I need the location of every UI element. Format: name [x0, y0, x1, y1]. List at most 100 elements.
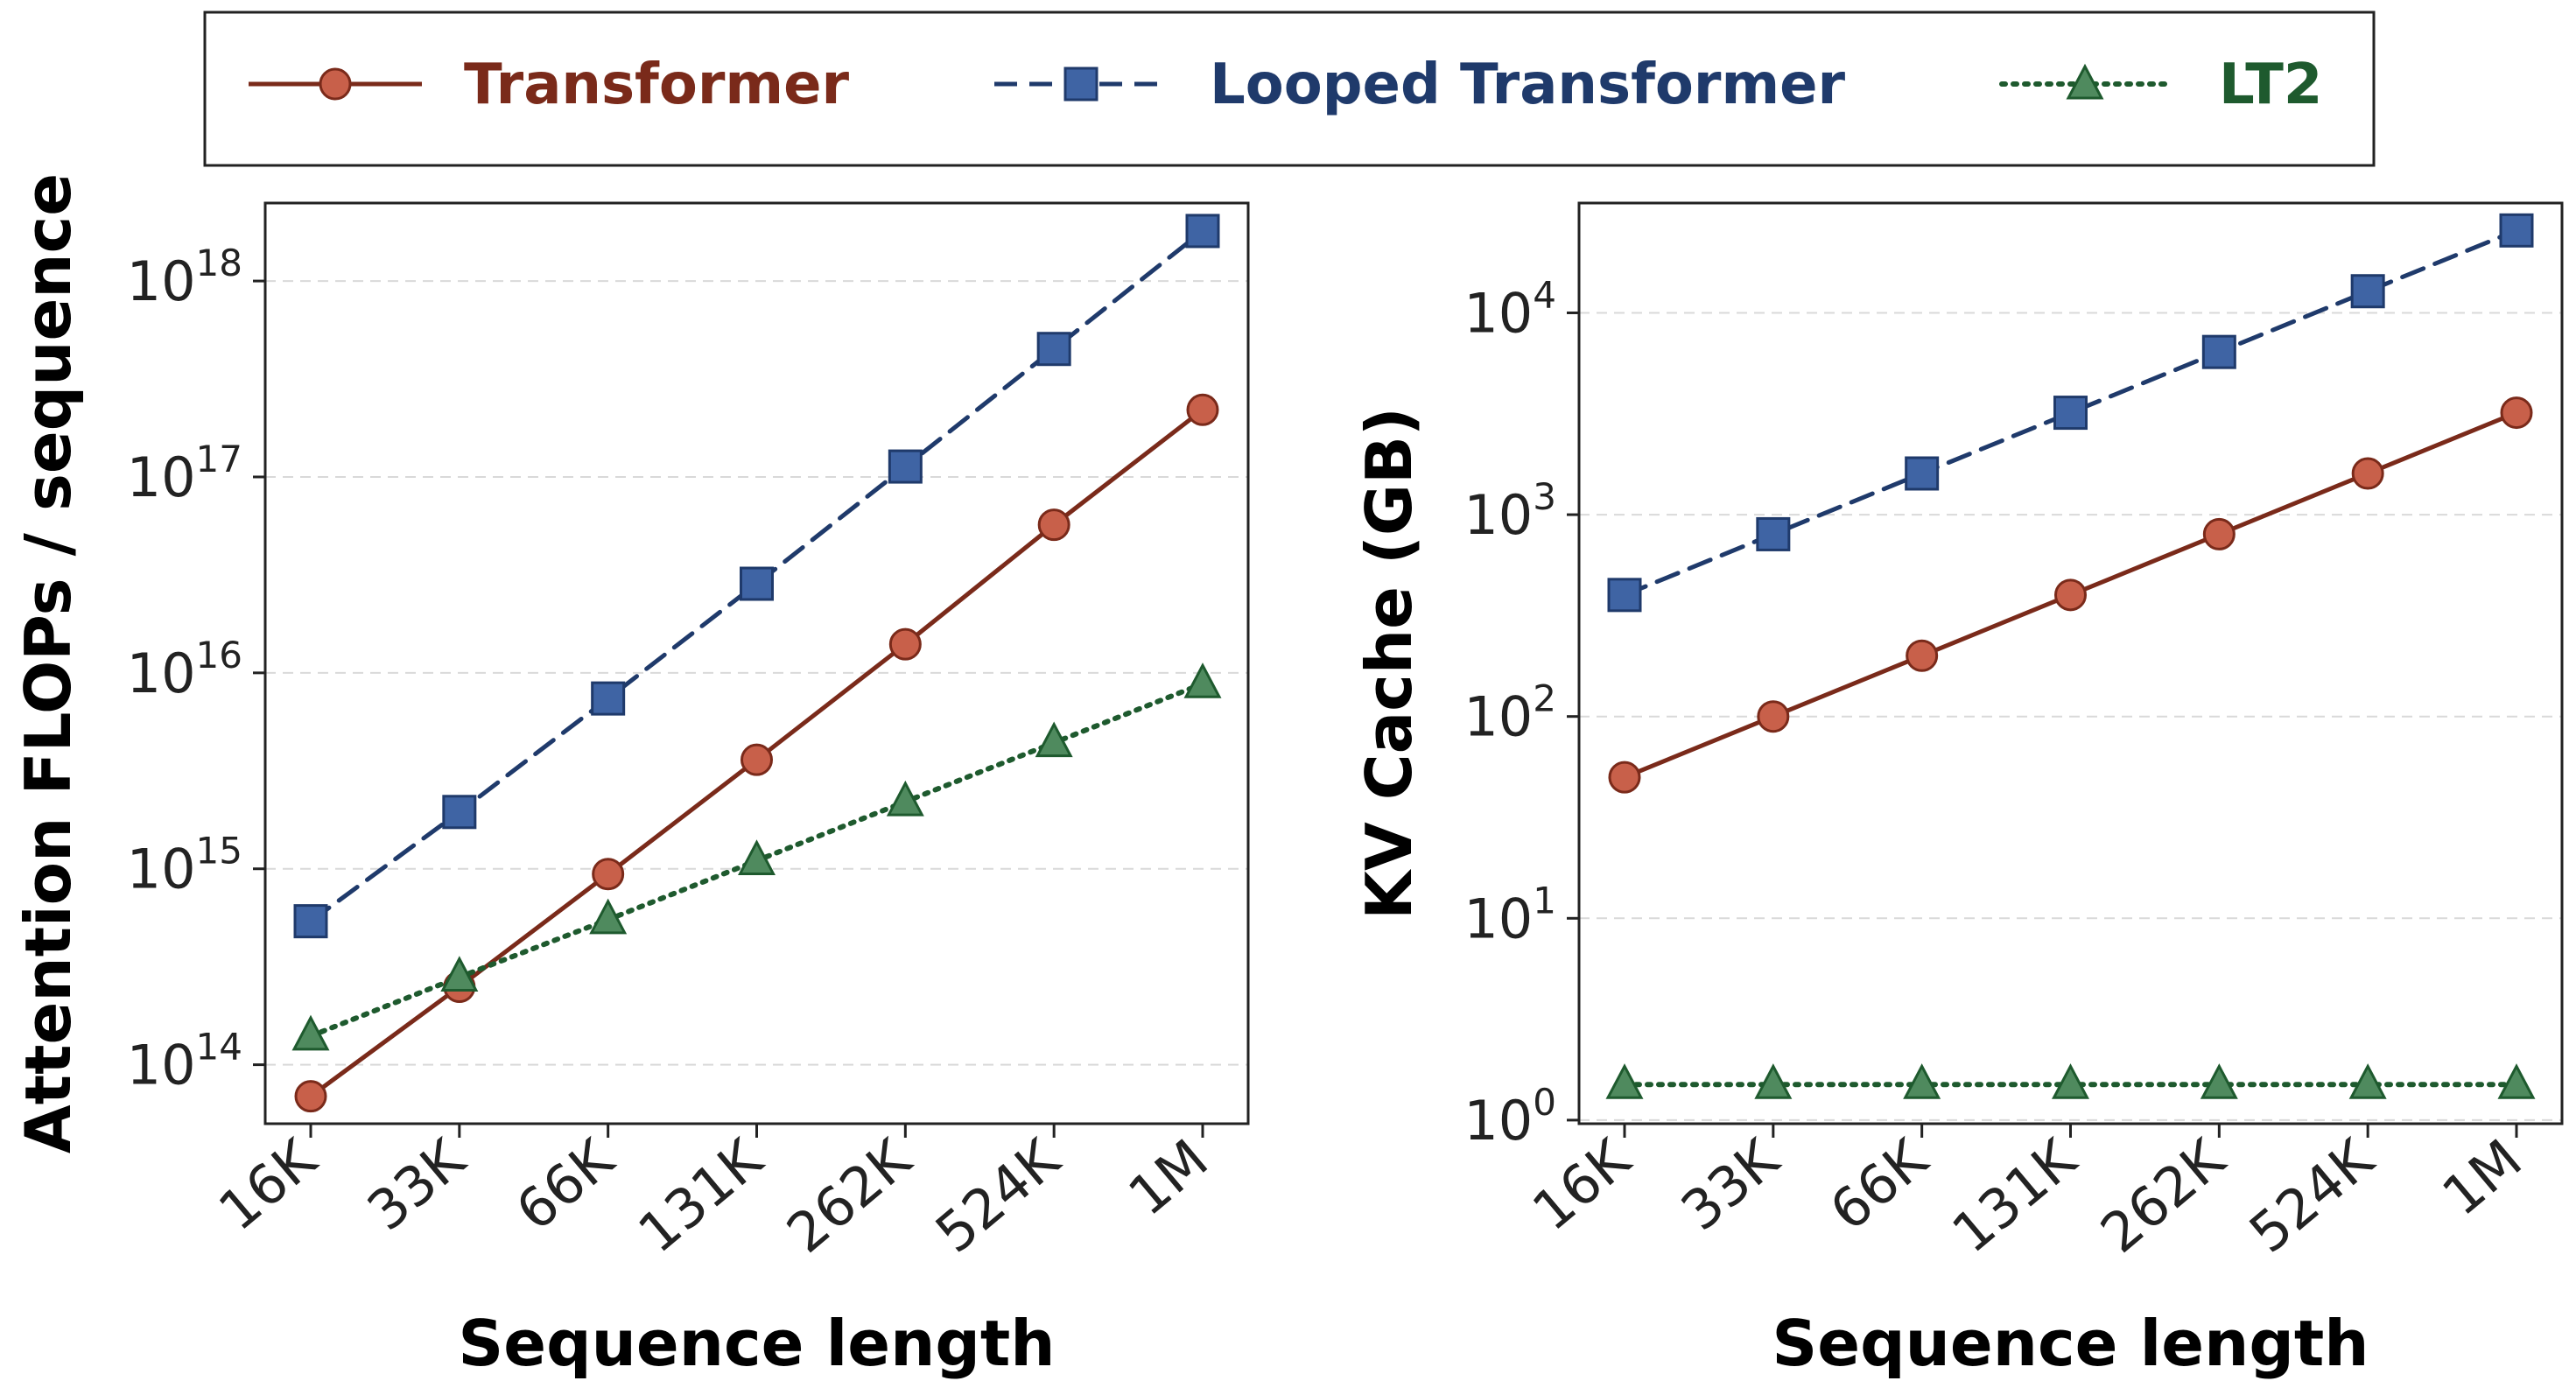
y-tick-label: 1015 [127, 830, 242, 901]
data-point-looped-transformer [293, 904, 328, 939]
data-point-transformer [2500, 396, 2533, 430]
y-tick-exponent: 0 [1533, 1081, 1556, 1124]
data-point-looped-transformer [1756, 516, 1791, 551]
x-tick-label: 524K [923, 1126, 1072, 1265]
x-tick-label: 1M [2431, 1127, 2534, 1229]
x-tick-label: 33K [355, 1126, 478, 1244]
data-point-looped-transformer [1905, 456, 1940, 491]
y-tick-base: 10 [127, 445, 196, 509]
y-tick-base: 10 [127, 838, 196, 901]
x-tick-label: 131K [1940, 1126, 2088, 1265]
y-tick-exponent: 3 [1533, 475, 1556, 518]
x-tick-label: 16K [207, 1126, 329, 1244]
data-point-transformer [2054, 578, 2087, 612]
data-point-lt2 [2348, 1063, 2387, 1099]
y-tick-exponent: 2 [1533, 677, 1556, 720]
data-point-transformer [1906, 639, 1939, 672]
data-point-lt2 [589, 898, 628, 935]
y-tick-exponent: 1 [1533, 879, 1556, 922]
x-tick-label: 131K [626, 1126, 775, 1265]
x-tick-label: 524K [2237, 1126, 2386, 1265]
data-point-transformer [888, 627, 922, 661]
legend: Transformer Looped Transformer LT2 [203, 11, 2376, 167]
data-point-lt2 [291, 1014, 330, 1051]
x-tick-label: 262K [775, 1126, 923, 1265]
y-tick-label: 100 [1463, 1081, 1556, 1153]
data-point-lt2 [1754, 1063, 1793, 1099]
legend-label-looped-transformer: Looped Transformer [1210, 53, 1846, 117]
data-point-transformer [592, 858, 625, 891]
x-axis-title: Sequence length [1772, 1307, 2369, 1380]
y-tick-label: 102 [1463, 677, 1556, 749]
y-tick-base: 10 [1463, 685, 1533, 749]
legend-label-lt2: LT2 [2219, 53, 2322, 117]
legend-marker-lt2 [2066, 63, 2104, 100]
y-tick-label: 101 [1463, 879, 1556, 950]
data-point-lt2 [738, 839, 776, 875]
y-tick-exponent: 15 [196, 830, 242, 873]
legend-item-looped-transformer: Looped Transformer [994, 53, 1846, 117]
data-point-transformer [741, 743, 773, 776]
y-tick-label: 1017 [127, 438, 242, 509]
y-axis-title: KV Cache (GB) [1352, 407, 1426, 920]
plot-frame [1577, 201, 2564, 1125]
y-tick-label: 1018 [127, 242, 242, 313]
y-tick-exponent: 16 [196, 634, 242, 676]
legend-marker-looped-transformer [1063, 67, 1098, 102]
y-tick-base: 10 [1463, 281, 1533, 345]
data-point-looped-transformer [1185, 214, 1220, 249]
x-tick-label: 33K [1669, 1126, 1792, 1244]
data-point-transformer [1037, 508, 1070, 542]
data-point-transformer [2351, 457, 2384, 490]
x-tick-label: 66K [504, 1126, 627, 1244]
x-tick-label: 1M [1117, 1127, 1220, 1229]
x-axis-title: Sequence length [458, 1307, 1055, 1380]
data-point-looped-transformer [1607, 578, 1642, 613]
y-tick-label: 1014 [127, 1026, 242, 1097]
data-point-lt2 [1605, 1063, 1644, 1099]
data-point-looped-transformer [740, 566, 774, 601]
data-point-lt2 [2497, 1063, 2536, 1099]
legend-item-lt2: LT2 [1999, 53, 2322, 117]
x-tick-label: 262K [2088, 1126, 2237, 1265]
y-tick-exponent: 18 [196, 242, 242, 284]
data-point-looped-transformer [442, 795, 477, 830]
y-tick-exponent: 14 [196, 1026, 242, 1069]
data-point-lt2 [886, 780, 924, 817]
y-tick-base: 10 [127, 1034, 196, 1097]
x-tick-label: 66K [1818, 1126, 1941, 1244]
data-point-lt2 [2200, 1063, 2238, 1099]
y-tick-base: 10 [127, 249, 196, 313]
data-point-transformer [1186, 393, 1219, 426]
data-point-looped-transformer [2499, 213, 2534, 248]
data-point-lt2 [440, 956, 479, 992]
data-point-lt2 [1903, 1063, 1941, 1099]
data-point-lt2 [1183, 662, 1222, 698]
data-point-transformer [2202, 517, 2236, 550]
data-point-lt2 [2052, 1063, 2089, 1099]
y-tick-base: 10 [1463, 1089, 1533, 1153]
legend-label-transformer: Transformer [464, 53, 850, 117]
legend-frame [203, 11, 2376, 167]
data-point-looped-transformer [2201, 334, 2236, 369]
y-tick-base: 10 [127, 641, 196, 705]
legend-marker-transformer [319, 67, 352, 101]
data-point-looped-transformer [591, 681, 626, 716]
y-tick-base: 10 [1463, 483, 1533, 547]
y-tick-exponent: 17 [196, 438, 242, 480]
data-point-looped-transformer [2053, 396, 2088, 431]
y-axis-title: Attention FLOPs / sequence [11, 173, 85, 1153]
y-tick-label: 1016 [127, 634, 242, 705]
data-point-transformer [294, 1080, 327, 1113]
data-point-lt2 [1035, 721, 1073, 758]
plot-frame [263, 201, 1250, 1125]
legend-item-transformer: Transformer [249, 53, 850, 117]
y-tick-label: 103 [1463, 475, 1556, 547]
data-point-looped-transformer [888, 449, 923, 484]
data-point-transformer [1757, 700, 1790, 733]
x-tick-label: 16K [1520, 1126, 1643, 1244]
y-tick-exponent: 4 [1533, 273, 1556, 316]
